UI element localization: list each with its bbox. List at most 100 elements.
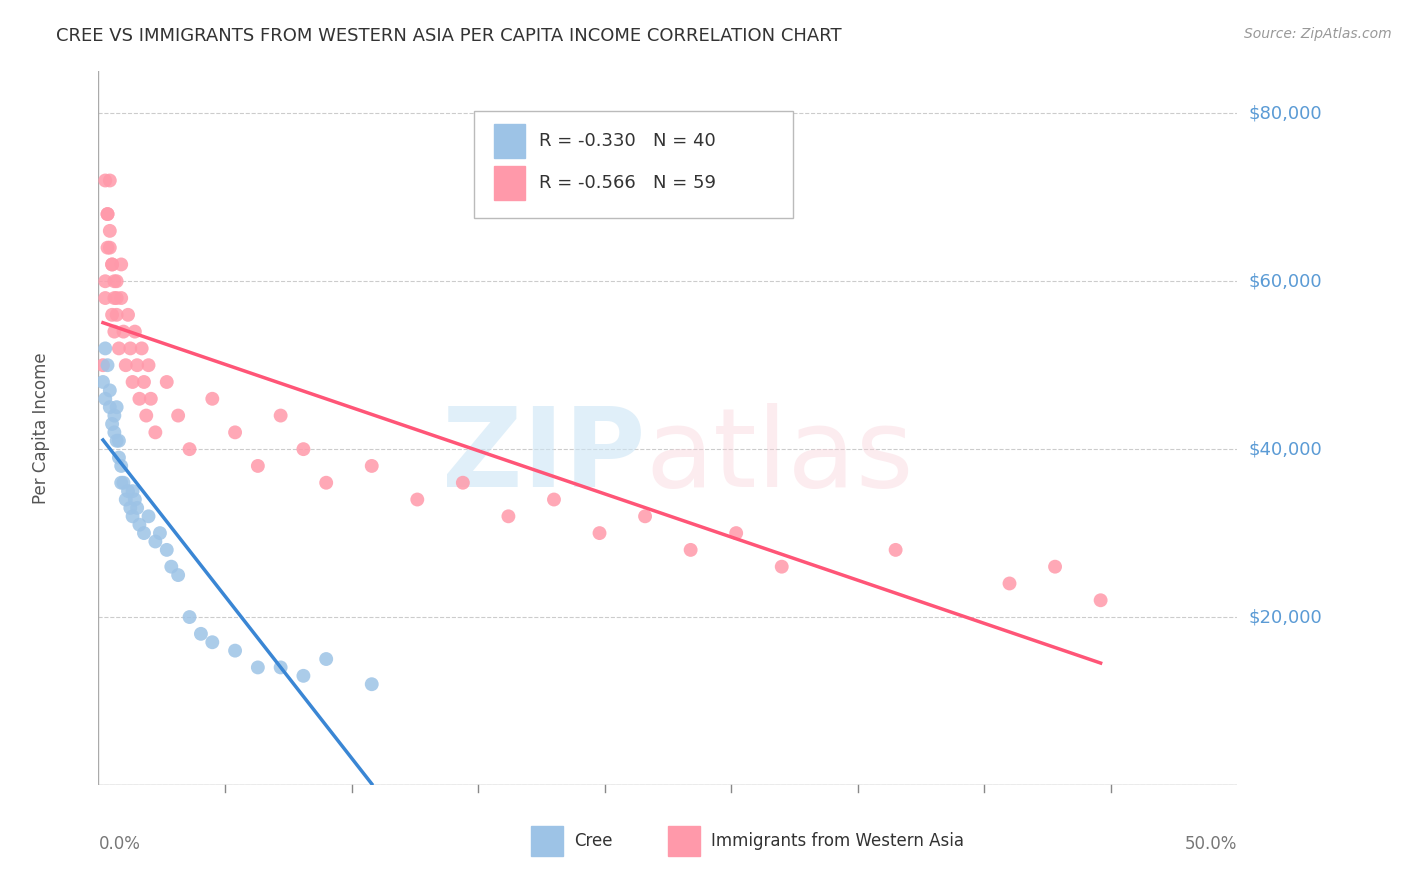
Point <box>725 526 748 541</box>
Point <box>124 325 146 339</box>
Point <box>98 173 121 187</box>
Point <box>94 291 117 305</box>
Point <box>246 660 269 674</box>
Point <box>94 274 117 288</box>
Point <box>679 542 702 557</box>
Point <box>101 417 124 431</box>
Point <box>112 325 135 339</box>
Point <box>145 534 167 549</box>
Point <box>149 526 172 541</box>
Point <box>135 409 157 423</box>
Point <box>105 291 128 305</box>
Point <box>103 274 125 288</box>
Point <box>224 425 246 440</box>
Point <box>103 325 125 339</box>
Point <box>101 308 124 322</box>
Point <box>103 291 125 305</box>
Point <box>103 425 125 440</box>
Point <box>451 475 474 490</box>
Point <box>94 392 117 406</box>
Point <box>270 409 292 423</box>
Point <box>98 224 121 238</box>
Point <box>114 358 136 372</box>
Point <box>101 257 124 271</box>
Point <box>98 241 121 255</box>
Point <box>110 475 132 490</box>
Point <box>110 458 132 473</box>
Point <box>246 458 269 473</box>
Point <box>132 526 155 541</box>
Point <box>108 342 131 356</box>
Point <box>127 358 149 372</box>
Point <box>190 627 212 641</box>
Point <box>98 400 121 414</box>
Point <box>1090 593 1112 607</box>
Point <box>112 475 135 490</box>
Point <box>315 652 337 666</box>
Bar <box>531 826 562 856</box>
Text: Immigrants from Western Asia: Immigrants from Western Asia <box>711 832 965 850</box>
Point <box>120 342 142 356</box>
Point <box>105 434 128 448</box>
Point <box>96 358 118 372</box>
Point <box>138 358 160 372</box>
Point <box>167 568 190 582</box>
Point <box>108 450 131 465</box>
Point <box>145 425 167 440</box>
Text: $20,000: $20,000 <box>1249 608 1322 626</box>
Bar <box>668 826 700 856</box>
Point <box>108 434 131 448</box>
Point <box>105 274 128 288</box>
Point <box>179 442 201 457</box>
Point <box>224 643 246 657</box>
Point <box>103 409 125 423</box>
Point <box>101 257 124 271</box>
Point <box>360 458 382 473</box>
Text: Per Capita Income: Per Capita Income <box>32 352 51 504</box>
Point <box>270 660 292 674</box>
Point <box>96 241 118 255</box>
Text: 0.0%: 0.0% <box>98 835 141 853</box>
Bar <box>494 166 526 200</box>
Point <box>117 484 139 499</box>
Point <box>634 509 657 524</box>
Point <box>127 500 149 515</box>
Point <box>110 291 132 305</box>
Point <box>94 173 117 187</box>
Bar <box>494 124 526 159</box>
Text: R = -0.566   N = 59: R = -0.566 N = 59 <box>538 174 716 192</box>
Point <box>588 526 610 541</box>
Point <box>121 484 143 499</box>
Text: $80,000: $80,000 <box>1249 104 1322 122</box>
Point <box>998 576 1021 591</box>
Point <box>201 392 224 406</box>
Text: atlas: atlas <box>645 403 914 510</box>
Point <box>292 442 315 457</box>
Point <box>201 635 224 649</box>
Point <box>132 375 155 389</box>
Point <box>131 342 153 356</box>
Point <box>406 492 429 507</box>
Text: R = -0.330   N = 40: R = -0.330 N = 40 <box>538 132 716 150</box>
Point <box>179 610 201 624</box>
Text: Source: ZipAtlas.com: Source: ZipAtlas.com <box>1244 27 1392 41</box>
Point <box>91 358 114 372</box>
Point <box>128 517 150 532</box>
Point <box>292 669 315 683</box>
Point <box>156 375 179 389</box>
Text: CREE VS IMMIGRANTS FROM WESTERN ASIA PER CAPITA INCOME CORRELATION CHART: CREE VS IMMIGRANTS FROM WESTERN ASIA PER… <box>56 27 842 45</box>
Point <box>884 542 907 557</box>
Point <box>1043 559 1066 574</box>
Point <box>121 509 143 524</box>
Point <box>160 559 183 574</box>
Point <box>91 375 114 389</box>
Text: Cree: Cree <box>575 832 613 850</box>
Point <box>96 207 118 221</box>
Point <box>315 475 337 490</box>
Point <box>98 384 121 398</box>
Point <box>114 492 136 507</box>
Point <box>96 207 118 221</box>
Point <box>117 308 139 322</box>
Point <box>498 509 520 524</box>
Point <box>110 257 132 271</box>
